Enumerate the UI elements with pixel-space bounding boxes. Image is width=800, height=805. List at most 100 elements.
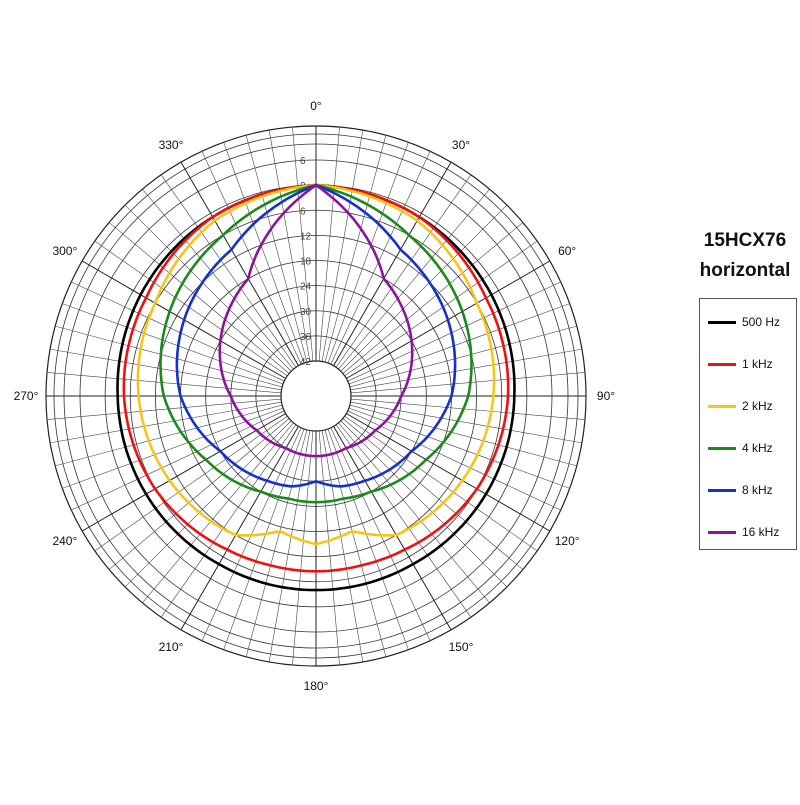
- polar-spoke: [47, 372, 282, 394]
- polar-spoke: [47, 398, 282, 420]
- angle-label: 270°: [14, 389, 39, 403]
- legend-label: 16 kHz: [742, 525, 780, 539]
- polar-spoke: [344, 415, 538, 552]
- polar-spoke: [245, 135, 308, 363]
- polar-spoke: [50, 348, 282, 391]
- legend-item: 8 kHz: [708, 481, 773, 499]
- radial-tick-label: 6: [300, 206, 306, 217]
- polar-spoke: [55, 325, 283, 388]
- polar-spoke: [321, 130, 364, 362]
- legend-swatch: [708, 362, 736, 366]
- polar-spoke: [160, 174, 297, 368]
- radial-tick-label: 6: [300, 156, 306, 167]
- polar-spoke: [333, 161, 452, 366]
- polar-spoke: [347, 281, 561, 382]
- chart-legend: 500 Hz 1 kHz 2 kHz 4 kHz 8 kHz 16 kHz: [699, 298, 797, 550]
- polar-spoke: [292, 430, 314, 665]
- polar-spoke: [108, 222, 290, 374]
- polar-spoke: [268, 430, 311, 662]
- angle-label: 90°: [597, 389, 615, 403]
- legend-item: 1 kHz: [708, 355, 773, 373]
- radial-tick-label: 36: [300, 332, 312, 343]
- polar-spoke: [71, 281, 285, 382]
- polar-spoke: [350, 372, 585, 394]
- polar-spoke: [223, 428, 305, 650]
- polar-spoke: [324, 429, 387, 657]
- polar-spoke: [327, 428, 409, 650]
- radial-tick-label: 24: [300, 282, 312, 293]
- polar-spoke: [50, 401, 282, 444]
- polar-spoke: [327, 142, 409, 364]
- polar-spoke: [142, 422, 294, 604]
- polar-spoke: [340, 420, 508, 588]
- polar-spoke: [349, 404, 577, 467]
- polar-spoke: [62, 303, 284, 385]
- polar-spoke: [318, 430, 340, 665]
- chart-title-line1: 15HCX76: [703, 230, 787, 251]
- polar-spoke: [342, 222, 524, 374]
- legend-swatch: [708, 530, 736, 534]
- series-curve-1-khz: [122, 183, 510, 573]
- polar-spoke: [124, 204, 292, 372]
- polar-spoke: [348, 303, 570, 385]
- radial-tick-label: 42: [300, 357, 312, 368]
- polar-spoke: [350, 348, 582, 391]
- series-curve-2-khz: [136, 183, 496, 546]
- polar-spoke: [324, 135, 387, 363]
- polar-spoke: [94, 415, 288, 552]
- legend-swatch: [708, 488, 736, 492]
- polar-spoke: [71, 410, 285, 511]
- polar-spoke: [160, 424, 297, 618]
- polar-spoke: [245, 429, 308, 657]
- chart-title-line2: horizontal: [699, 260, 791, 281]
- polar-spoke: [349, 325, 577, 388]
- series-curve-500-hz: [116, 183, 516, 592]
- angle-label: 330°: [159, 138, 184, 152]
- polar-spoke: [142, 188, 294, 370]
- polar-spoke: [333, 426, 452, 631]
- angle-label: 180°: [304, 679, 329, 693]
- angle-label: 120°: [555, 534, 580, 548]
- angle-label: 60°: [558, 244, 576, 258]
- legend-label: 1 kHz: [742, 357, 773, 371]
- legend-item: 16 kHz: [708, 523, 779, 541]
- radial-tick-label: 18: [300, 257, 312, 268]
- legend-swatch: [708, 320, 736, 324]
- polar-spoke: [338, 188, 490, 370]
- polar-spoke: [335, 174, 472, 368]
- angle-label: 30°: [452, 138, 470, 152]
- radial-tick-label: 30: [300, 307, 312, 318]
- polar-spoke: [330, 151, 431, 365]
- polar-spoke: [342, 418, 524, 570]
- polar-spoke: [108, 418, 290, 570]
- legend-label: 500 Hz: [742, 315, 781, 329]
- polar-spoke: [350, 401, 582, 444]
- angle-label: 150°: [449, 640, 474, 654]
- polar-spoke: [318, 127, 340, 362]
- legend-label: 4 kHz: [742, 441, 773, 455]
- polar-inner-hole: [280, 360, 352, 432]
- polar-spoke: [344, 240, 538, 377]
- polar-spoke: [268, 130, 311, 362]
- polar-spoke: [81, 413, 286, 532]
- angle-label: 300°: [52, 244, 77, 258]
- polar-spoke: [94, 240, 288, 377]
- series-curve-8-khz: [175, 183, 457, 488]
- polar-spoke: [180, 426, 299, 631]
- angle-label: 0°: [310, 99, 322, 113]
- polar-spoke: [292, 127, 314, 362]
- polar-spoke: [347, 410, 561, 511]
- polar-spoke: [335, 424, 472, 618]
- series-curve-16-khz: [218, 183, 414, 458]
- angle-label: 240°: [52, 534, 77, 548]
- polar-spoke: [124, 420, 292, 588]
- polar-spoke: [338, 422, 490, 604]
- polar-spoke: [346, 413, 551, 532]
- polar-spoke: [55, 404, 283, 467]
- legend-item: 2 kHz: [708, 397, 773, 415]
- polar-spoke: [340, 204, 508, 372]
- polar-spoke: [321, 430, 364, 662]
- series-curve-4-khz: [159, 183, 473, 504]
